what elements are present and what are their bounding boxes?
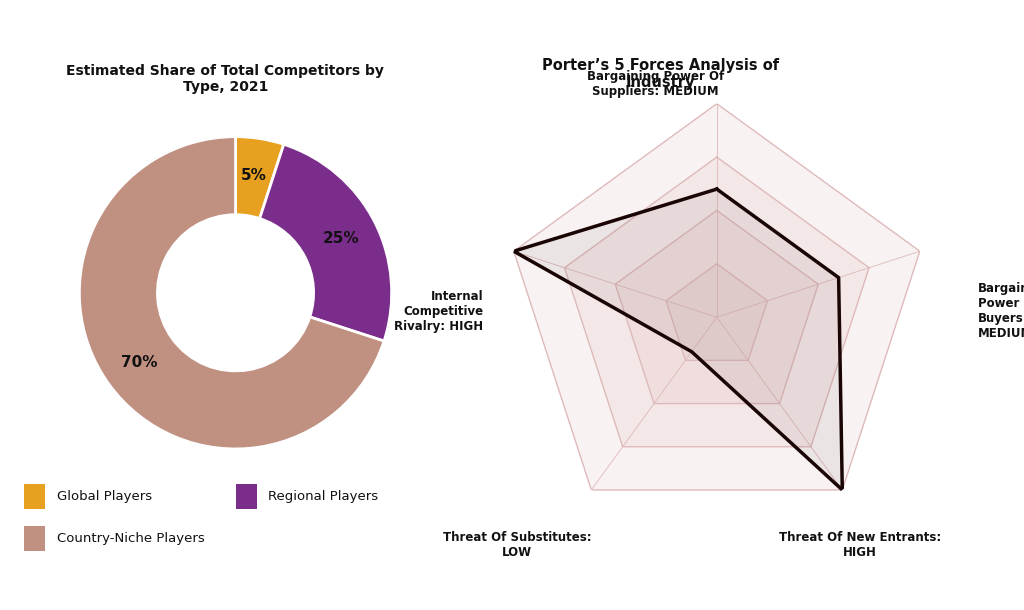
Text: Regional Players: Regional Players: [268, 490, 379, 503]
Text: Threat Of New Entrants:
HIGH: Threat Of New Entrants: HIGH: [779, 531, 941, 559]
Polygon shape: [514, 104, 920, 490]
Polygon shape: [514, 189, 843, 490]
Text: Internal
Competitive
Rivalry: HIGH: Internal Competitive Rivalry: HIGH: [394, 290, 483, 332]
Text: 70%: 70%: [121, 355, 158, 370]
Text: Competitive Landscape of Global Plant-Based Meat- Estimated Share of Total Compe: Competitive Landscape of Global Plant-Ba…: [56, 16, 968, 34]
Text: by Type and Porter’s 5 Forces Analysis of Industry: by Type and Porter’s 5 Forces Analysis o…: [258, 52, 766, 70]
Polygon shape: [564, 157, 869, 447]
Text: Global Players: Global Players: [56, 490, 152, 503]
Wedge shape: [80, 137, 384, 449]
Text: Estimated Share of Total Competitors by
Type, 2021: Estimated Share of Total Competitors by …: [67, 64, 384, 95]
Wedge shape: [260, 145, 391, 341]
Text: Bargaining Power Of
Suppliers: MEDIUM: Bargaining Power Of Suppliers: MEDIUM: [587, 70, 724, 98]
Text: Porter’s 5 Forces Analysis of
Industry: Porter’s 5 Forces Analysis of Industry: [542, 58, 779, 90]
Text: Country-Niche Players: Country-Niche Players: [56, 532, 205, 545]
Bar: [24, 484, 45, 509]
Text: 25%: 25%: [323, 231, 359, 246]
Polygon shape: [615, 210, 818, 404]
Text: Threat Of Substitutes:
LOW: Threat Of Substitutes: LOW: [442, 531, 592, 559]
Text: Source: Industry Publications, Ken Research Analysis: Source: Industry Publications, Ken Resea…: [293, 576, 731, 592]
Text: 5%: 5%: [241, 168, 267, 183]
Bar: [24, 526, 45, 551]
Polygon shape: [666, 264, 768, 361]
Bar: [236, 484, 257, 509]
Wedge shape: [236, 137, 284, 218]
Text: Bargaining
Power Of
Buyers:
MEDIUM: Bargaining Power Of Buyers: MEDIUM: [978, 282, 1024, 340]
